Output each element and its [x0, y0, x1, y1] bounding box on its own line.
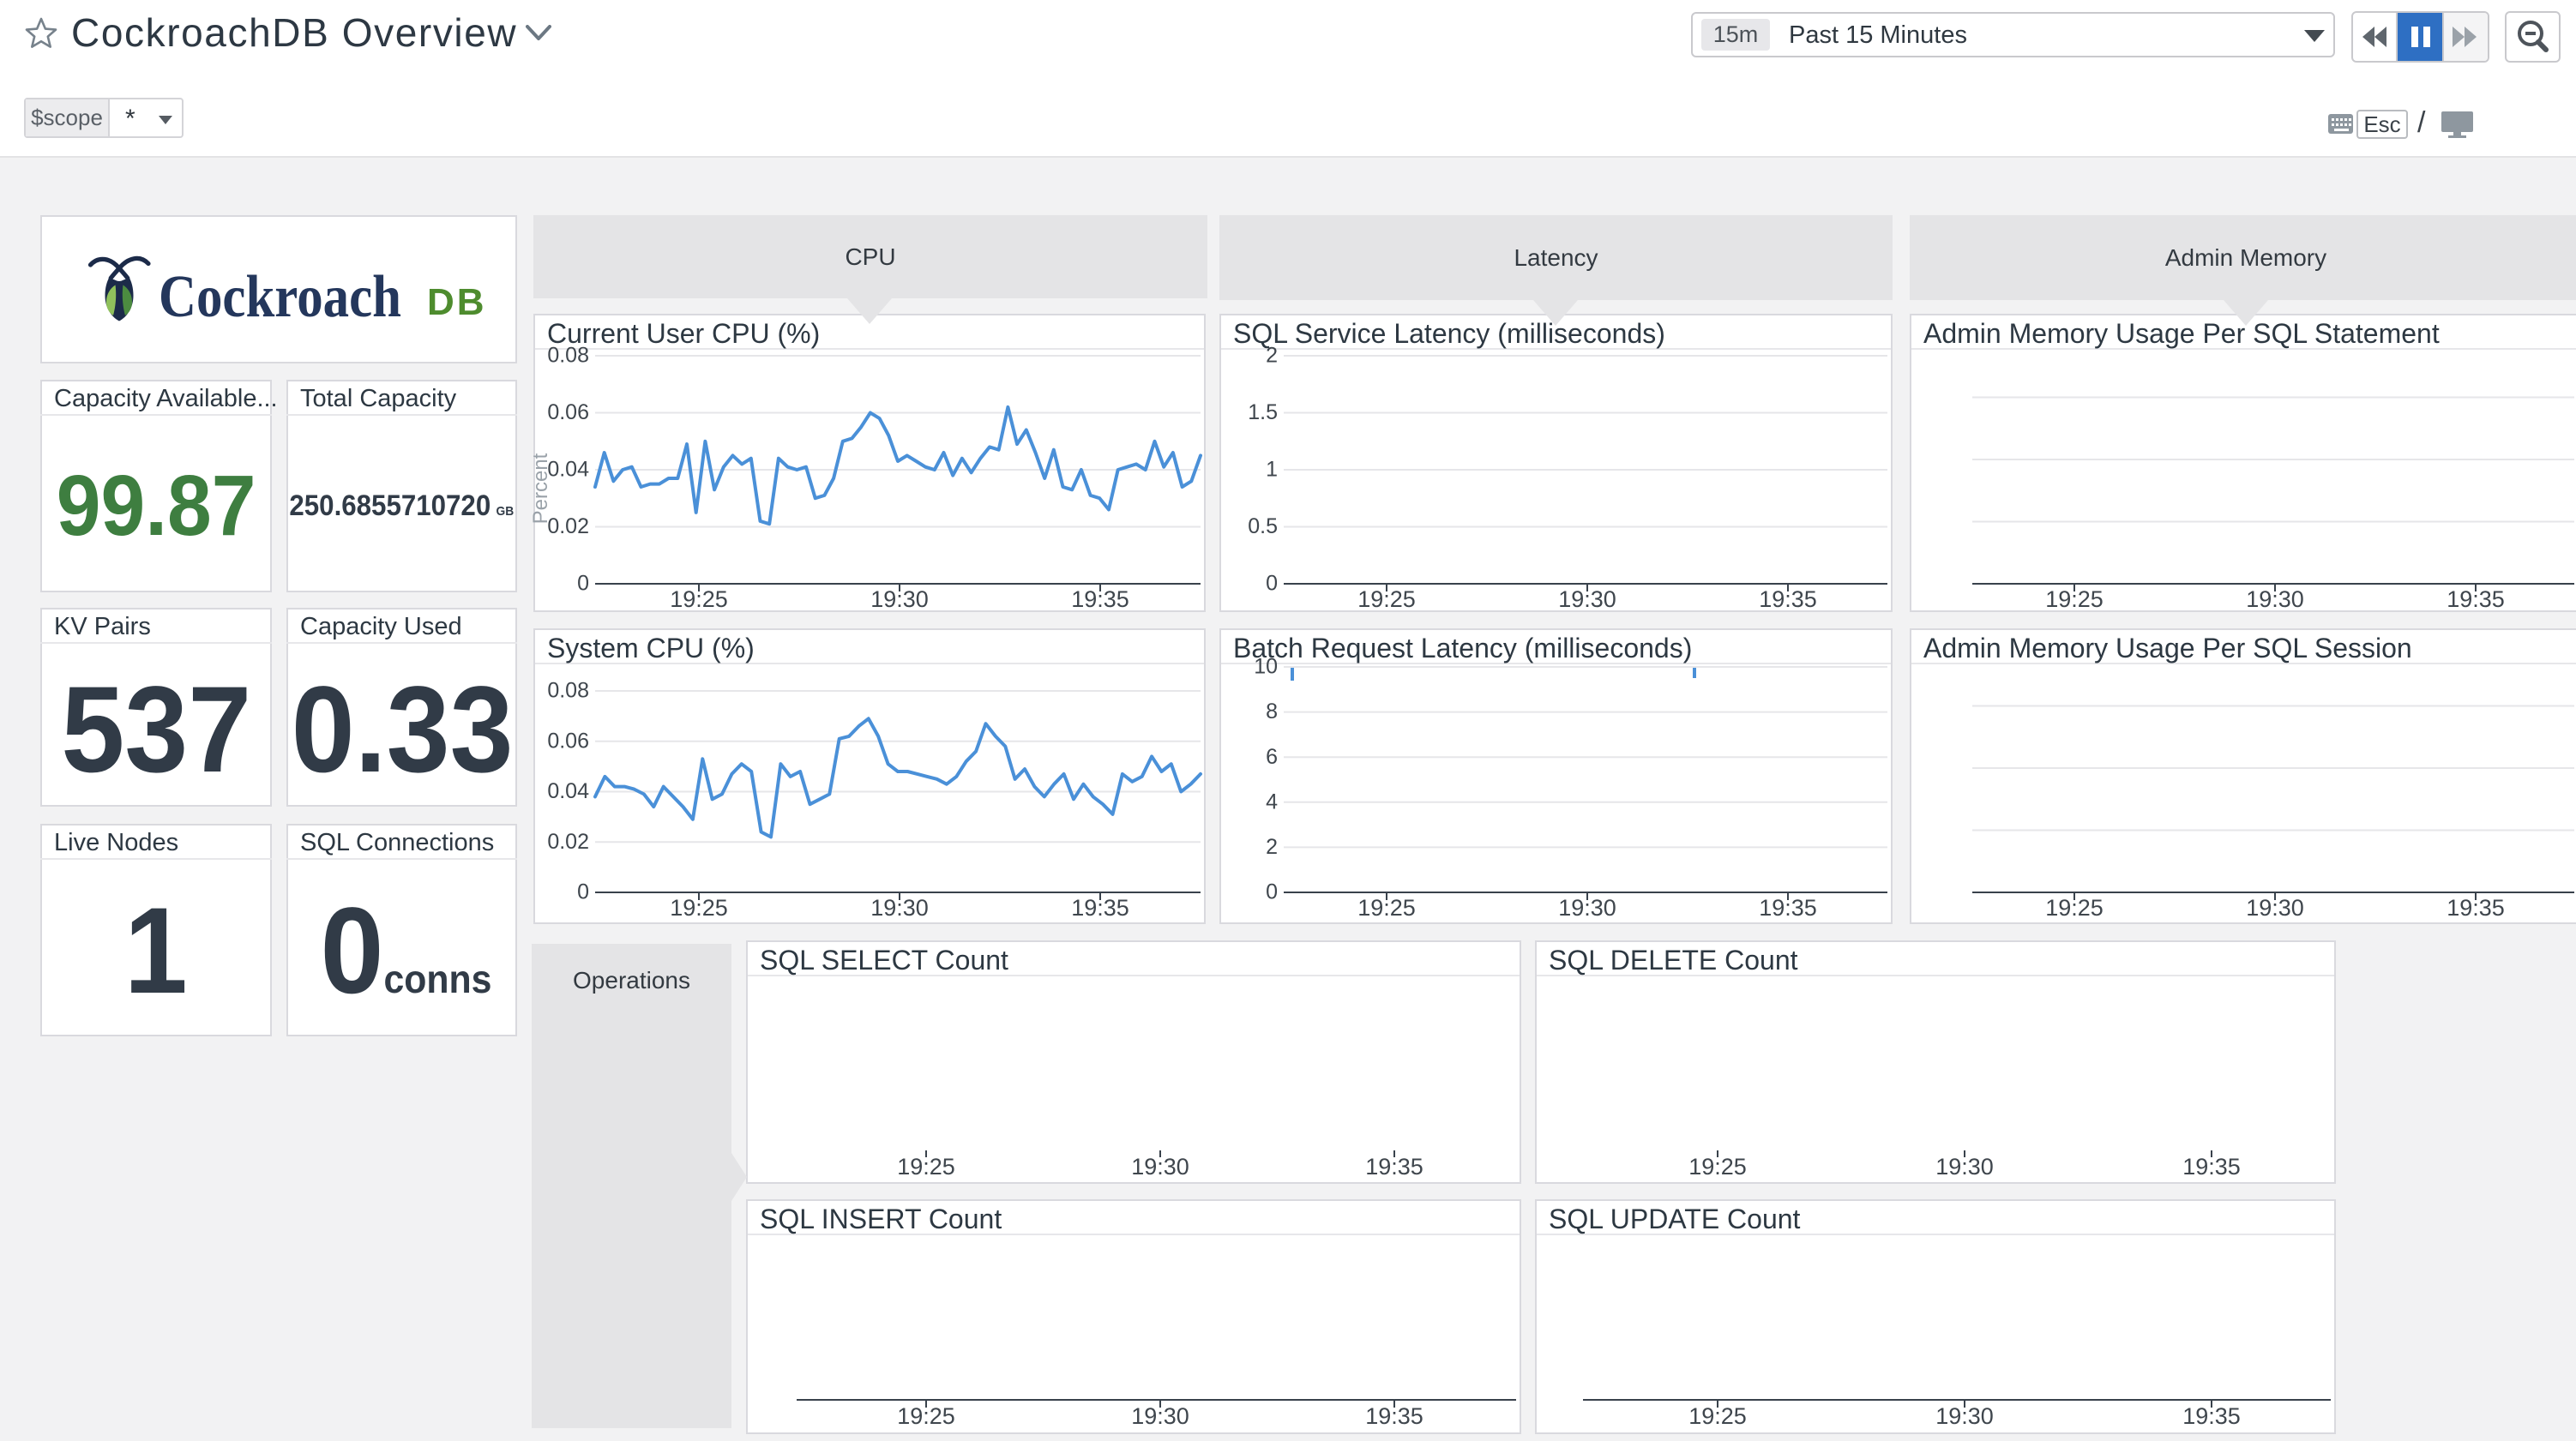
svg-text:1: 1: [1266, 458, 1278, 482]
svg-text:19:35: 19:35: [1365, 1403, 1423, 1429]
svg-text:2: 2: [1266, 835, 1278, 859]
svg-text:Cockroach: Cockroach: [159, 264, 401, 330]
svg-text:19:30: 19:30: [2246, 586, 2304, 612]
svg-text:19:35: 19:35: [2182, 1154, 2241, 1180]
svg-text:19:30: 19:30: [1131, 1403, 1189, 1429]
svg-text:0: 0: [577, 880, 589, 904]
svg-text:19:35: 19:35: [1365, 1154, 1423, 1180]
svg-text:19:35: 19:35: [2447, 895, 2505, 921]
svg-text:19:30: 19:30: [1131, 1154, 1189, 1180]
svg-text:10: 10: [1254, 655, 1278, 679]
svg-text:19:25: 19:25: [897, 1154, 955, 1180]
svg-text:19:35: 19:35: [1759, 895, 1817, 921]
svg-text:0.02: 0.02: [547, 514, 589, 538]
svg-text:0.04: 0.04: [547, 779, 589, 803]
svg-text:0: 0: [1266, 880, 1278, 904]
svg-text:19:30: 19:30: [1558, 586, 1616, 612]
svg-text:2: 2: [1266, 344, 1278, 368]
svg-text:6: 6: [1266, 745, 1278, 769]
svg-text:8: 8: [1266, 699, 1278, 724]
svg-text:19:25: 19:25: [2045, 586, 2104, 612]
svg-text:0.06: 0.06: [547, 729, 589, 753]
svg-text:0.04: 0.04: [547, 458, 589, 482]
svg-text:19:25: 19:25: [1688, 1154, 1747, 1180]
svg-text:19:35: 19:35: [1759, 586, 1817, 612]
svg-text:1.5: 1.5: [1248, 400, 1278, 424]
svg-text:19:25: 19:25: [1688, 1403, 1747, 1429]
svg-text:0: 0: [1266, 572, 1278, 596]
svg-text:19:35: 19:35: [1071, 586, 1129, 612]
svg-text:19:25: 19:25: [2045, 895, 2104, 921]
svg-text:4: 4: [1266, 790, 1278, 814]
svg-text:19:25: 19:25: [897, 1403, 955, 1429]
svg-text:19:30: 19:30: [1935, 1154, 1994, 1180]
svg-text:0.02: 0.02: [547, 830, 589, 854]
svg-text:0: 0: [577, 572, 589, 596]
svg-text:Percent: Percent: [529, 453, 552, 524]
svg-text:19:35: 19:35: [2182, 1403, 2241, 1429]
svg-text:19:30: 19:30: [870, 586, 929, 612]
svg-text:0.08: 0.08: [547, 344, 589, 368]
svg-text:19:25: 19:25: [1357, 895, 1416, 921]
svg-text:0.08: 0.08: [547, 679, 589, 703]
svg-text:19:35: 19:35: [1071, 895, 1129, 921]
svg-text:0.5: 0.5: [1248, 514, 1278, 538]
svg-text:19:25: 19:25: [670, 895, 728, 921]
svg-text:19:30: 19:30: [1935, 1403, 1994, 1429]
svg-text:19:30: 19:30: [870, 895, 929, 921]
svg-text:19:35: 19:35: [2447, 586, 2505, 612]
svg-text:19:30: 19:30: [2246, 895, 2304, 921]
svg-text:19:30: 19:30: [1558, 895, 1616, 921]
svg-text:0.06: 0.06: [547, 400, 589, 424]
svg-text:19:25: 19:25: [1357, 586, 1416, 612]
svg-text:19:25: 19:25: [670, 586, 728, 612]
svg-text:DB: DB: [427, 281, 487, 323]
